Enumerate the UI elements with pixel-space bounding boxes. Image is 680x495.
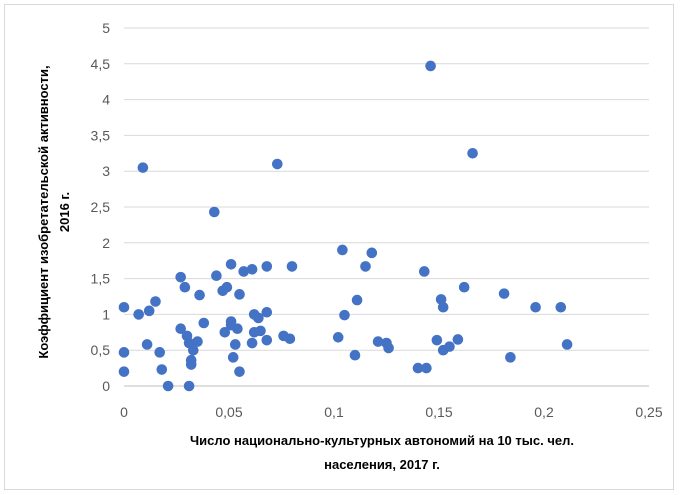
data-point xyxy=(360,261,371,272)
gridlines xyxy=(124,27,649,351)
data-point xyxy=(431,334,443,346)
y-axis-title: Коэффициент изобретательской активности,… xyxy=(36,65,72,358)
data-point xyxy=(198,317,210,329)
data-point xyxy=(458,281,470,293)
y-tick-label: 2 xyxy=(102,235,110,251)
x-axis-title-line2: населения, 2017 г. xyxy=(324,457,440,472)
data-point xyxy=(284,333,296,345)
data-point xyxy=(137,162,149,173)
y-tick-label: 3 xyxy=(102,163,110,179)
data-point xyxy=(141,339,153,350)
x-tick-labels: 0 0,05 0,1 0,15 0,2 0,25 xyxy=(120,404,663,420)
y-axis-title-line1: Коэффициент изобретательской активности, xyxy=(36,65,51,358)
data-point xyxy=(221,281,233,293)
data-point xyxy=(255,325,266,337)
x-tick-label: 0,05 xyxy=(215,404,242,420)
data-point xyxy=(366,247,378,259)
data-point xyxy=(185,359,197,370)
data-point xyxy=(351,294,363,306)
data-point xyxy=(194,289,205,301)
y-tick-labels: 0 0,5 1 1,5 2 2,5 3 3,5 4 4,5 5 xyxy=(91,20,111,394)
x-tick-label: 0 xyxy=(120,404,128,420)
data-point xyxy=(227,352,239,363)
data-point xyxy=(498,288,510,299)
y-tick-label: 5 xyxy=(102,20,110,36)
y-tick-label: 2,5 xyxy=(91,199,111,215)
data-point xyxy=(156,364,168,375)
data-point xyxy=(234,366,245,377)
data-point xyxy=(421,362,432,374)
data-point xyxy=(209,206,220,218)
data-point xyxy=(150,296,161,307)
data-point xyxy=(505,352,516,363)
data-point xyxy=(230,339,241,350)
x-axis-title-line1: Число национально-культурных автономий н… xyxy=(190,433,574,448)
data-point xyxy=(337,244,348,256)
data-point xyxy=(133,309,144,320)
data-point xyxy=(162,380,174,392)
data-point xyxy=(419,266,430,277)
data-point xyxy=(154,347,165,358)
data-point xyxy=(225,258,237,270)
data-point xyxy=(188,344,199,356)
data-point xyxy=(183,380,195,392)
data-point xyxy=(372,336,384,347)
data-point xyxy=(246,337,258,349)
data-point xyxy=(530,301,541,313)
data-point xyxy=(238,266,249,277)
data-point xyxy=(425,60,436,72)
data-point xyxy=(412,362,424,374)
data-point xyxy=(286,261,298,272)
data-point xyxy=(246,263,258,275)
data-point xyxy=(232,323,243,335)
data-point xyxy=(444,341,455,352)
data-point xyxy=(179,281,191,293)
x-tick-label: 0,15 xyxy=(425,404,452,420)
data-point xyxy=(253,312,264,324)
y-tick-label: 0,5 xyxy=(91,342,111,358)
data-point xyxy=(143,305,155,317)
x-tick-label: 0,1 xyxy=(324,404,344,420)
data-point xyxy=(192,336,203,347)
data-point xyxy=(437,301,449,313)
data-point xyxy=(261,261,273,272)
data-point xyxy=(349,349,361,361)
y-tick-label: 4 xyxy=(102,92,110,108)
data-point xyxy=(272,158,283,170)
data-point xyxy=(339,309,350,321)
x-tick-label: 0,2 xyxy=(534,404,554,420)
data-point xyxy=(219,327,231,338)
data-point xyxy=(175,271,186,283)
data-point xyxy=(118,301,130,313)
y-tick-label: 0 xyxy=(102,378,110,394)
data-point xyxy=(211,270,222,282)
data-point xyxy=(118,347,130,358)
y-axis-title-line2: 2016 г. xyxy=(57,192,72,232)
y-tick-label: 3,5 xyxy=(91,127,111,143)
y-tick-label: 1 xyxy=(102,306,110,322)
data-point xyxy=(175,323,186,335)
data-point xyxy=(261,334,273,346)
y-tick-label: 4,5 xyxy=(91,56,111,72)
data-point xyxy=(561,339,573,350)
data-point xyxy=(555,301,567,313)
x-tick-label: 0,25 xyxy=(635,404,662,420)
data-point xyxy=(467,148,478,159)
data-point xyxy=(118,366,130,377)
data-point xyxy=(383,342,394,354)
data-points xyxy=(118,60,573,392)
data-point xyxy=(332,332,344,343)
data-point xyxy=(452,334,464,345)
data-point xyxy=(261,306,273,318)
data-point xyxy=(234,289,245,300)
y-tick-label: 1,5 xyxy=(91,271,111,287)
